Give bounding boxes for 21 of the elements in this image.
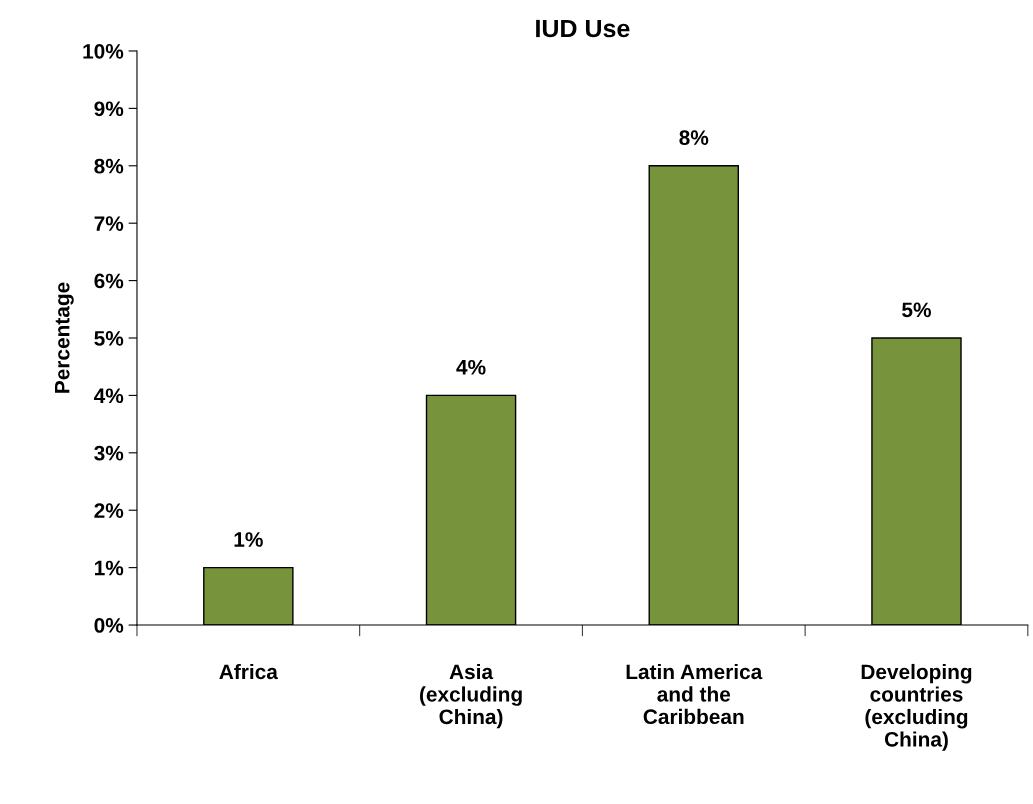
y-tick-label: 2% — [94, 503, 124, 518]
data-label: 8% — [679, 130, 709, 145]
y-tick-label: 7% — [94, 216, 124, 231]
y-tick-label: 5% — [94, 331, 124, 346]
y-tick-label: 8% — [94, 158, 124, 174]
y-tick-label: 6% — [94, 273, 124, 289]
y-axis-title: Percentage — [55, 282, 74, 393]
data-label: 5% — [902, 302, 931, 318]
y-tick-label: 3% — [94, 445, 124, 461]
y-tick-label: 10% — [83, 43, 124, 59]
y-tick-label: 9% — [94, 101, 124, 117]
chart-title: IUD Use — [536, 19, 630, 38]
y-tick-label: 0% — [94, 618, 124, 633]
x-tick-label: Latin America and the Caribbean — [626, 663, 763, 725]
x-tick-label: Developing countries (excluding China) — [861, 663, 972, 751]
x-tick-label: Africa — [219, 663, 278, 680]
x-tick-label: Asia (excluding China) — [420, 663, 522, 729]
y-tick-label: 4% — [93, 388, 124, 404]
data-label: 1% — [234, 532, 263, 547]
y-tick-label: 1% — [94, 560, 124, 576]
data-label: 4% — [456, 359, 486, 375]
